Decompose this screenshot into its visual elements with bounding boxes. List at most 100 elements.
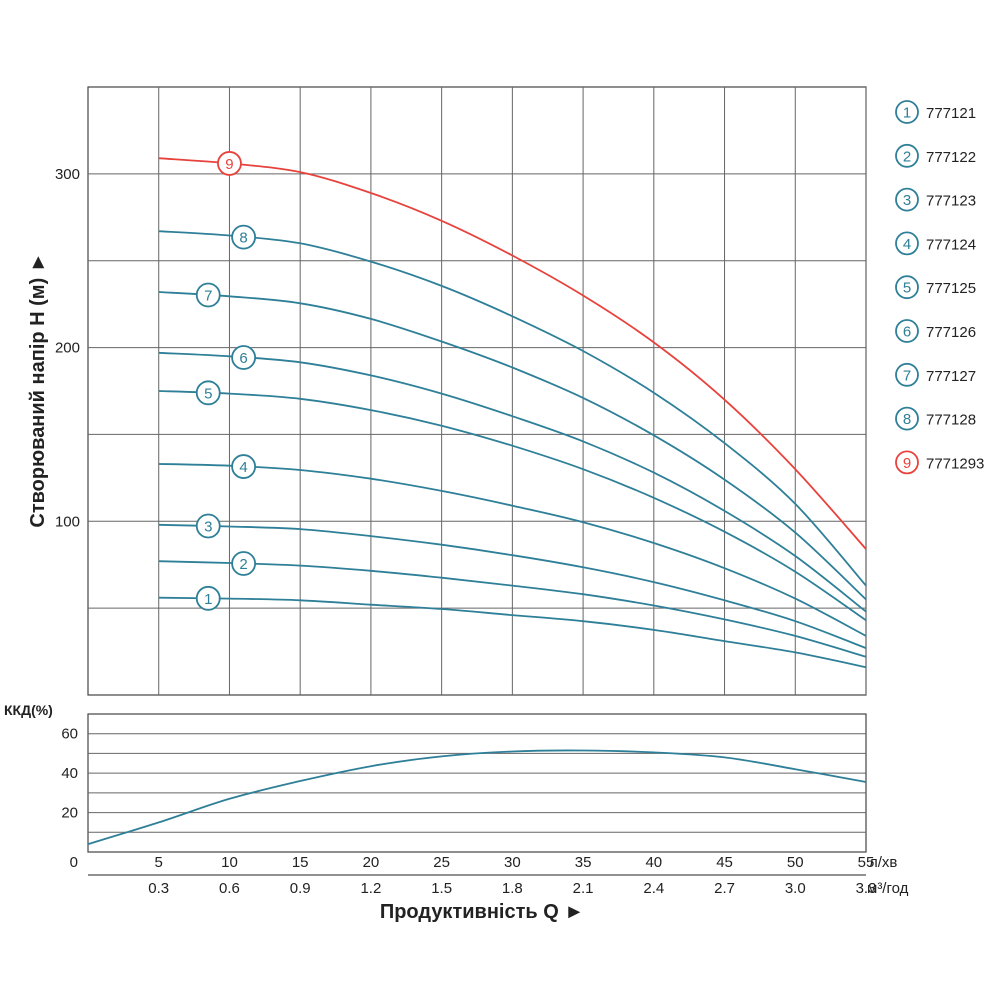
x-tick-label-secondary: 0.9 [290, 880, 311, 897]
legend-label: 7771293 [926, 455, 984, 472]
x-tick-label-primary: 5 [155, 854, 163, 871]
legend-item-6: 6 777126 [895, 319, 976, 343]
curve-marker-5: 5 [195, 380, 221, 406]
efficiency-plot-frame [87, 713, 867, 853]
curve-marker-label: 3 [204, 518, 212, 535]
curve-marker-label: 1 [204, 591, 212, 608]
x-tick-label-primary: 40 [645, 854, 662, 871]
legend-marker-label: 1 [903, 105, 911, 122]
head-chart-panel: 100 200 300 1 2 3 4 5 6 7 8 9 [55, 86, 867, 696]
legend: 1 777121 2 777122 3 777123 4 777124 5 777125 6 7771… [895, 100, 984, 475]
legend-marker [895, 100, 919, 124]
legend-item-2: 2 777122 [895, 143, 976, 168]
x-tick-label-primary: 50 [787, 854, 804, 871]
curve-marker-label: 5 [204, 385, 212, 402]
curve-marker-9: 9 [217, 151, 242, 176]
curve-marker-circle [195, 585, 221, 611]
efficiency-y-tick-label: 20 [61, 805, 78, 822]
curve-marker-circle [231, 454, 257, 479]
legend-marker [895, 231, 919, 256]
legend-label: 777122 [926, 149, 976, 166]
x-tick-label-primary: 20 [363, 854, 380, 871]
legend-label: 777121 [926, 105, 976, 122]
legend-marker-label: 7 [903, 367, 911, 384]
x-tick-label-primary: 55 [858, 854, 875, 871]
curve-marker-circle [231, 224, 257, 250]
curve-marker-8: 8 [231, 224, 257, 250]
head-curve-9 [158, 157, 867, 550]
head-curve-2 [158, 560, 867, 658]
x-unit-secondary: м³/год [867, 880, 909, 897]
legend-item-3: 3 777123 [895, 187, 976, 212]
x-tick-label-secondary: 3.3 [856, 880, 877, 897]
curve-marker-6: 6 [231, 345, 257, 370]
curve-marker-label: 2 [239, 556, 247, 573]
x-tick-label-primary: 15 [292, 854, 309, 871]
curve-marker-7: 7 [195, 282, 221, 308]
x-tick-label-primary: 30 [504, 854, 521, 871]
efficiency-y-tick-label: 60 [61, 726, 78, 743]
legend-marker-label: 3 [903, 192, 911, 209]
curve-marker-1: 1 [195, 585, 221, 611]
head-curve-1 [158, 596, 867, 669]
efficiency-curve [87, 749, 867, 845]
x-tick-label-primary: 10 [221, 854, 238, 871]
x-tick-label-primary: 45 [716, 854, 733, 871]
legend-item-1: 1 777121 [895, 100, 976, 124]
legend-label: 777128 [926, 412, 976, 429]
legend-label: 777123 [926, 193, 976, 210]
legend-marker-label: 6 [903, 324, 911, 341]
legend-label: 777127 [926, 368, 976, 385]
legend-item-7: 7 777127 [895, 362, 976, 387]
head-curve-7 [158, 291, 867, 601]
legend-label: 777124 [926, 236, 976, 253]
legend-marker [895, 450, 919, 475]
legend-marker [895, 187, 919, 212]
legend-marker-label: 8 [903, 411, 911, 428]
x-tick-label-secondary: 3.0 [785, 880, 806, 897]
curve-marker-circle [231, 345, 257, 370]
legend-marker-label: 5 [903, 280, 911, 297]
legend-marker [895, 362, 919, 387]
legend-marker [895, 143, 919, 168]
legend-marker-label: 4 [903, 236, 911, 253]
head-curve-5 [158, 390, 867, 622]
efficiency-axis-title: ККД(%) [4, 702, 53, 718]
curve-marker-circle [195, 282, 221, 308]
x-tick-label-secondary: 0.3 [148, 880, 169, 897]
x-tick-label-secondary: 2.1 [573, 880, 594, 897]
head-curve-8 [158, 230, 867, 587]
legend-marker [895, 406, 919, 431]
x-unit-primary: л/хв [869, 854, 897, 871]
curve-marker-label: 9 [225, 156, 233, 173]
head-y-tick-label: 200 [55, 340, 80, 357]
x-tick-label-secondary: 1.5 [431, 880, 452, 897]
legend-item-9: 9 7771293 [895, 450, 984, 475]
legend-item-8: 8 777128 [895, 406, 976, 431]
head-axis-title: Створюваний напір H (м) ► [27, 252, 49, 527]
legend-label: 777126 [926, 324, 976, 341]
legend-marker-label: 2 [903, 148, 911, 165]
curve-marker-circle [195, 380, 221, 406]
curve-marker-2: 2 [231, 551, 257, 576]
x-tick-label-secondary: 2.7 [714, 880, 735, 897]
curve-marker-circle [231, 551, 257, 576]
legend-item-5: 5 777125 [895, 275, 976, 300]
efficiency-y-tick-label: 40 [61, 765, 78, 782]
legend-label: 777125 [926, 280, 976, 297]
curve-marker-label: 8 [239, 230, 247, 247]
head-y-tick-label: 100 [55, 513, 80, 530]
curve-marker-circle [217, 151, 242, 176]
legend-marker [895, 319, 919, 343]
legend-marker-label: 9 [903, 455, 911, 472]
x-tick-label-secondary: 1.8 [502, 880, 523, 897]
head-curve-6 [158, 351, 867, 613]
flow-axis-title: Продуктивність Q ► [380, 901, 584, 923]
x-tick-label-secondary: 0.6 [219, 880, 240, 897]
legend-marker [895, 275, 919, 300]
head-curve-4 [158, 463, 867, 637]
efficiency-y-tick-label: 0 [70, 854, 78, 871]
legend-item-4: 4 777124 [895, 231, 976, 256]
head-curve-3 [158, 523, 867, 649]
